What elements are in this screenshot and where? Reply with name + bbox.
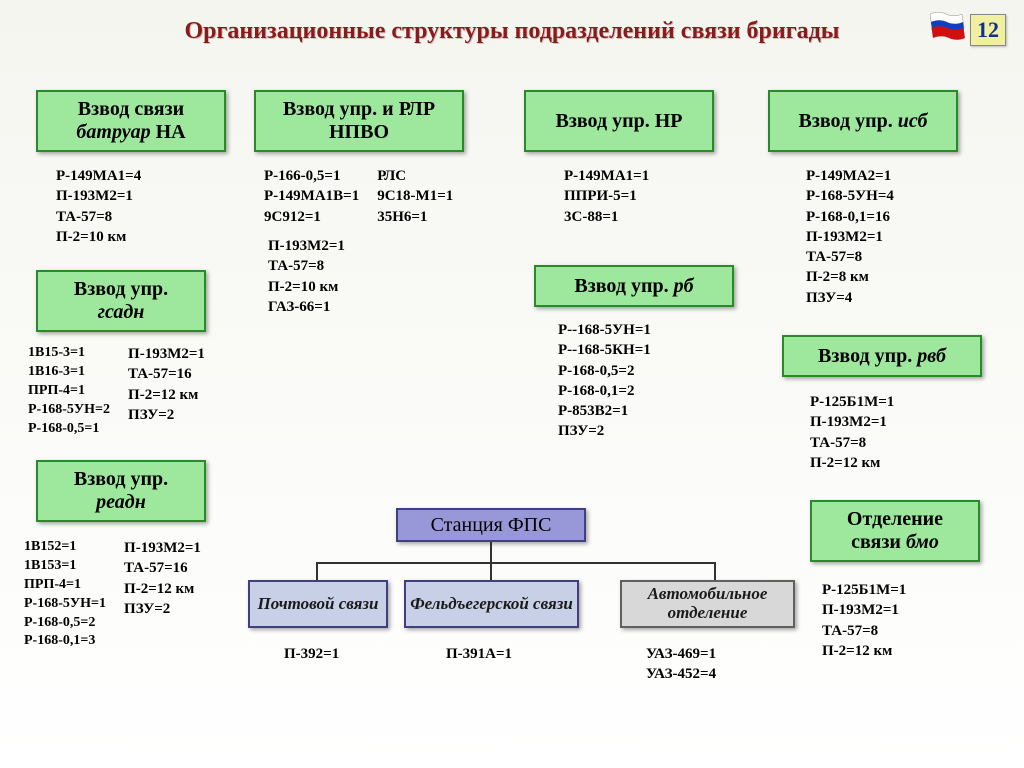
- box-nr-text: Взвод упр. НР: [555, 110, 682, 133]
- details-sub-postal: П-392=1: [284, 644, 339, 664]
- details-rvb: Р-125Б1М=1П-193М2=1ТА-57=8П-2=12 км: [810, 392, 894, 473]
- box-rvb-text: Взвод упр. рвб: [818, 345, 946, 368]
- station-box: Станция ФПС: [396, 508, 586, 542]
- details-readn-col1: 1В152=11В153=1ПРП-4=1Р-168-5УН=1Р-168-0,…: [24, 538, 106, 651]
- box-rb: Взвод упр. рб: [534, 265, 734, 307]
- box-npvo: Взвод упр. и РЛР НПВО: [254, 90, 464, 152]
- box-rvb: Взвод упр. рвб: [782, 335, 982, 377]
- details-isb: Р-149МА2=1Р-168-5УН=4Р-168-0,1=16П-193М2…: [806, 166, 894, 308]
- details-npvo-col1: Р-166-0,5=1Р-149МА1В=19С912=1: [264, 166, 359, 227]
- details-npvo: Р-166-0,5=1Р-149МА1В=19С912=1 РЛС9С18-М1…: [264, 166, 453, 227]
- box-nr: Взвод упр. НР: [524, 90, 714, 152]
- box-npvo-line1: Взвод упр. и РЛР: [283, 98, 435, 121]
- subbox-auto: Автомобильное отделение: [620, 580, 795, 628]
- details-bmo: Р-125Б1М=1П-193М2=1ТА-57=8П-2=12 км: [822, 580, 906, 661]
- box-bmo: Отделение связи бмо: [810, 500, 980, 562]
- details-readn: 1В152=11В153=1ПРП-4=1Р-168-5УН=1Р-168-0,…: [24, 538, 201, 651]
- box-gsadn-line2: гсадн: [98, 301, 145, 324]
- box-batruar: Взвод связи батруар НА: [36, 90, 226, 152]
- box-gsadn-line1: Взвод упр.: [74, 278, 168, 301]
- subbox-feld: Фельдъегерской связи: [404, 580, 579, 628]
- box-batruar-line2: батруар НА: [76, 121, 185, 144]
- box-rb-text: Взвод упр. рб: [574, 275, 693, 298]
- connector-v-main: [490, 542, 492, 562]
- details-gsadn: 1В15-3=11В16-3=1ПРП-4=1Р-168-5УН=2Р-168-…: [28, 344, 205, 438]
- details-npvo-col2: РЛС9С18-М1=135Н6=1: [377, 166, 453, 227]
- details-gsadn-col2: П-193М2=1ТА-57=16П-2=12 кмПЗУ=2: [128, 344, 205, 438]
- connector-v-3: [714, 562, 716, 580]
- box-bmo-line1: Отделение: [847, 508, 943, 531]
- details-nr: Р-149МА1=1ППРИ-5=13С-88=1: [564, 166, 649, 227]
- title-bar: Организационные структуры подразделений …: [0, 0, 1024, 55]
- details-gsadn-col1: 1В15-3=11В16-3=1ПРП-4=1Р-168-5УН=2Р-168-…: [28, 344, 110, 438]
- page-title: Организационные структуры подразделений …: [184, 18, 839, 45]
- subbox-postal: Почтовой связи: [248, 580, 388, 628]
- box-readn-line2: реадн: [96, 491, 146, 514]
- box-gsadn: Взвод упр. гсадн: [36, 270, 206, 332]
- details-readn-col2: П-193М2=1ТА-57=16П-2=12 кмПЗУ=2: [124, 538, 201, 651]
- details-npvo-extra: П-193М2=1ТА-57=8П-2=10 кмГАЗ-66=1: [268, 236, 345, 317]
- details-rb: Р--168-5УН=1Р--168-5КН=1Р-168-0,5=2Р-168…: [558, 320, 651, 442]
- page-number: 12: [970, 14, 1006, 46]
- connector-h-main: [316, 562, 716, 564]
- box-isb-text: Взвод упр. исб: [799, 110, 928, 133]
- flag-icon: [924, 10, 968, 54]
- box-batruar-line1: Взвод связи: [78, 98, 184, 121]
- box-bmo-line2: связи бмо: [851, 531, 939, 554]
- details-batruar: Р-149МА1=4П-193М2=1ТА-57=8П-2=10 км: [56, 166, 141, 247]
- details-sub-auto: УАЗ-469=1 УАЗ-452=4: [646, 644, 716, 685]
- connector-v-1: [316, 562, 318, 580]
- box-npvo-line2: НПВО: [329, 121, 389, 144]
- details-sub-feld: П-391А=1: [446, 644, 512, 664]
- box-isb: Взвод упр. исб: [768, 90, 958, 152]
- connector-v-2: [490, 562, 492, 580]
- box-readn: Взвод упр. реадн: [36, 460, 206, 522]
- box-readn-line1: Взвод упр.: [74, 468, 168, 491]
